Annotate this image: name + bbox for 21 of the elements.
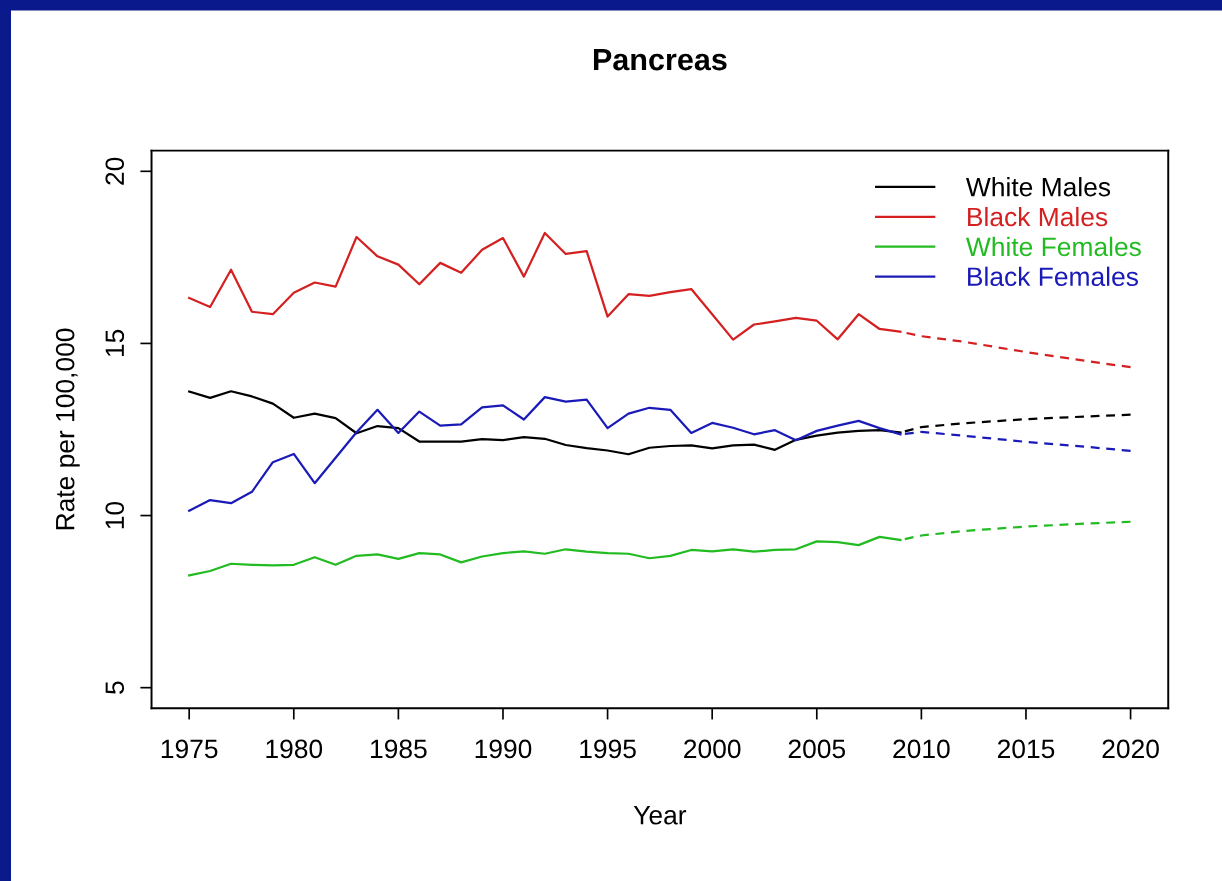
x-tick-label: 1975: [161, 739, 218, 759]
x-tick-label: 2015: [997, 739, 1055, 759]
legend-label: White Females: [965, 236, 1141, 257]
x-tick-label: 1995: [580, 739, 636, 759]
y-tick-label: 10: [105, 501, 125, 529]
chart-title: Pancreas: [593, 49, 727, 71]
legend-label: White Males: [965, 177, 1111, 197]
x-tick-label: 1990: [475, 739, 532, 759]
x-tick-label: 2020: [1102, 739, 1159, 759]
x-tick-label: 2005: [788, 739, 846, 759]
y-tick-label: 5: [105, 681, 125, 694]
x-tick-label: 1980: [266, 739, 323, 759]
x-tick-label: 2000: [684, 739, 741, 759]
x-axis-title: Year: [633, 806, 687, 825]
legend-label: Black Females: [968, 266, 1138, 287]
y-tick-label: 15: [105, 329, 125, 357]
legend-label: Black Males: [968, 206, 1108, 227]
y-axis-title: Rate per 100,000: [55, 328, 80, 530]
x-tick-label: 1985: [371, 739, 427, 759]
y-tick-label: 20: [105, 157, 125, 185]
x-tick-label: 2010: [893, 739, 950, 759]
